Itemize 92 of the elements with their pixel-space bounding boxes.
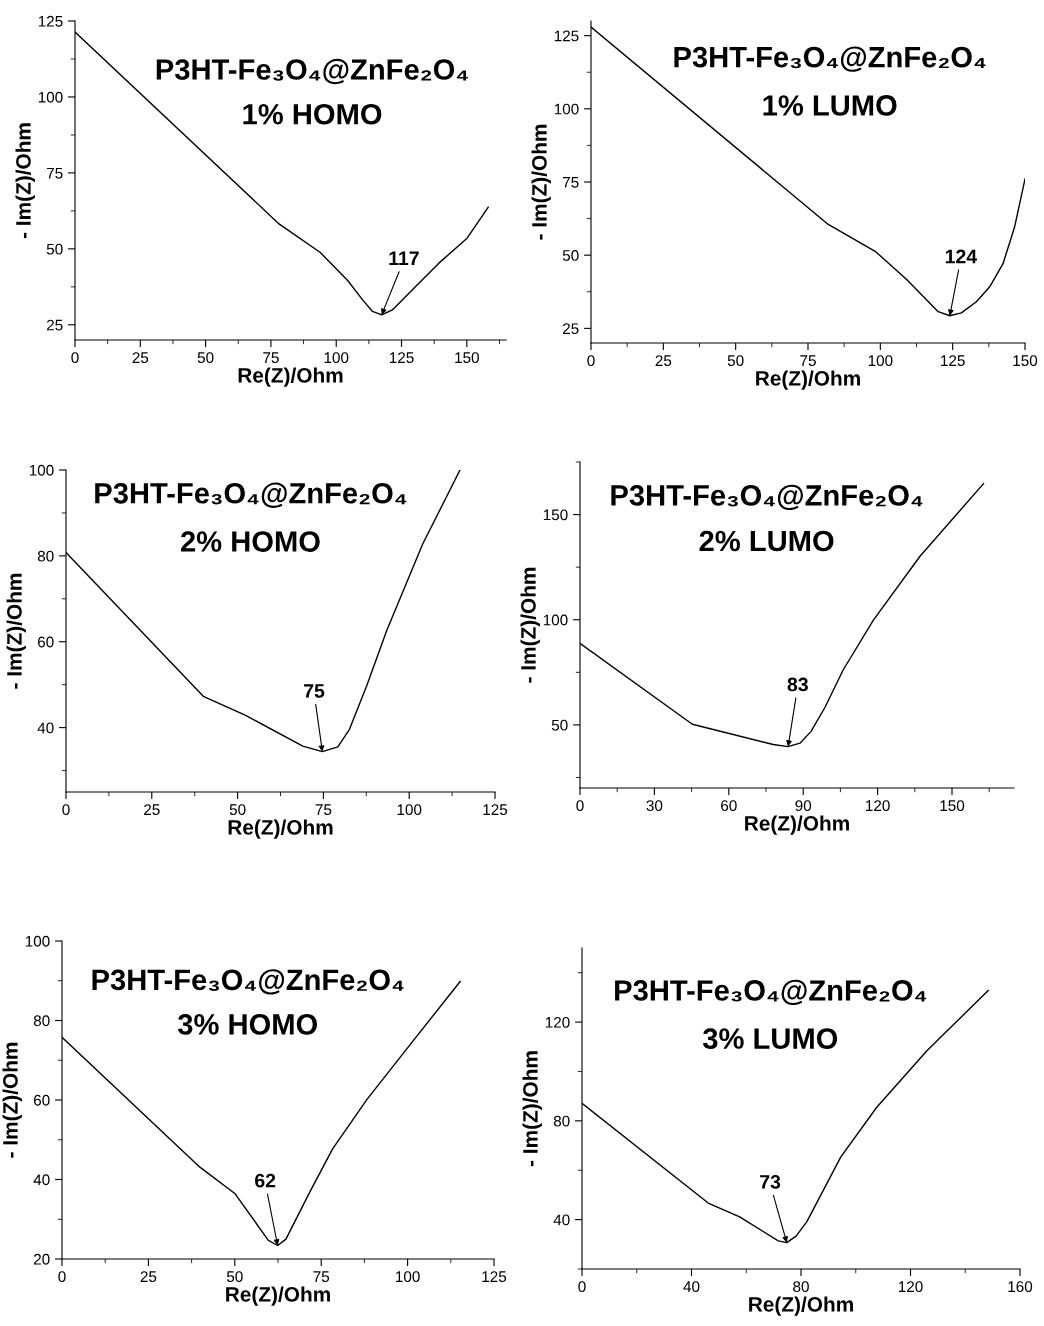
x-tick-label: 0 xyxy=(58,1271,66,1283)
x-tick-label: 125 xyxy=(389,352,414,364)
annotation: 83 xyxy=(787,677,808,692)
y-tick-label: 100 xyxy=(543,614,568,626)
x-tick-label: 50 xyxy=(727,355,744,367)
x-tick-label: 75 xyxy=(800,355,816,367)
x-tick-label: 25 xyxy=(140,1271,157,1283)
y-tick-label: 40 xyxy=(33,1174,50,1186)
x-tick-label: 120 xyxy=(866,800,890,812)
text: 1% HOMO xyxy=(243,103,382,125)
y-tick-label: 60 xyxy=(37,636,54,648)
y-tick-label: 75 xyxy=(46,167,63,179)
y-tick-label: 125 xyxy=(554,30,579,42)
x-tick-label: 50 xyxy=(197,352,214,364)
x-tick-label: 125 xyxy=(482,1271,507,1283)
x-tick-label: 50 xyxy=(226,1271,243,1283)
x-tick-label: 90 xyxy=(795,800,812,812)
x-tick-label: 60 xyxy=(721,800,737,812)
y-axis-title: - Im(Z)/Ohm xyxy=(522,1051,542,1167)
x-tick-label: 0 xyxy=(587,355,595,367)
text: 3% HOMO xyxy=(177,1014,318,1035)
x-tick-label: 25 xyxy=(655,355,672,367)
y-tick-label: 50 xyxy=(551,719,568,731)
x-tick-label: 50 xyxy=(229,804,246,816)
x-axis-title: Re(Z)/Ohm xyxy=(226,1286,330,1306)
x-tick-label: 0 xyxy=(71,352,79,364)
y-tick-label: 100 xyxy=(29,464,54,476)
y-tick-label: 120 xyxy=(545,1016,570,1028)
text: P3HT-Fe₃O₄@ZnFe₂O₄ xyxy=(156,58,468,85)
text: P3HT-Fe₃O₄@ZnFe₂O₄ xyxy=(615,979,927,1006)
y-axis-title: - Im(Z)/Ohm xyxy=(15,123,35,239)
y-tick-label: 25 xyxy=(562,323,579,335)
x-tick-label: 150 xyxy=(940,800,965,812)
y-axis-title: - Im(Z)/Ohm xyxy=(520,567,540,683)
y-tick-label: 150 xyxy=(543,509,568,521)
y-tick-label: 80 xyxy=(33,1015,50,1027)
x-tick-label: 40 xyxy=(683,1281,700,1293)
text: 3% LUMO xyxy=(702,1028,838,1049)
x-axis-title: Re(Z)/Ohm xyxy=(238,367,343,387)
annotation: 62 xyxy=(255,1173,276,1188)
text: P3HT-Fe₃O₄@ZnFe₂O₄ xyxy=(92,969,404,995)
x-tick-label: 125 xyxy=(483,804,508,816)
text: P3HT-Fe₃O₄@ZnFe₂O₄ xyxy=(674,46,986,72)
text: 2% HOMO xyxy=(180,531,320,552)
y-axis-title: - Im(Z)/Ohm xyxy=(531,124,551,240)
x-axis-title: Re(Z)/Ohm xyxy=(756,370,860,390)
x-tick-label: 25 xyxy=(132,352,149,364)
x-tick-label: 80 xyxy=(793,1281,809,1293)
chart-title: P3HT-Fe₃O₄@ZnFe₂O₄ xyxy=(95,482,407,508)
x-tick-label: 0 xyxy=(62,804,70,816)
x-tick-label: 100 xyxy=(868,355,893,367)
x-tick-label: 75 xyxy=(315,804,332,816)
x-tick-label: 30 xyxy=(646,800,663,812)
y-tick-label: 60 xyxy=(33,1094,50,1106)
y-tick-label: 125 xyxy=(38,15,63,27)
y-tick-label: 75 xyxy=(562,177,579,188)
x-tick-label: 120 xyxy=(898,1281,923,1293)
annotation: 124 xyxy=(945,249,977,264)
text: P3HT-Fe₃O₄@ZnFe₂O₄ xyxy=(611,484,923,511)
x-axis-title: Re(Z)/Ohm xyxy=(228,819,333,839)
x-tick-label: 160 xyxy=(1008,1281,1033,1293)
y-tick-label: 100 xyxy=(25,935,50,947)
y-tick-label: 40 xyxy=(37,722,54,734)
x-tick-label: 150 xyxy=(1013,355,1038,367)
y-tick-label: 40 xyxy=(553,1214,570,1226)
y-tick-label: 20 xyxy=(33,1253,50,1265)
x-tick-label: 75 xyxy=(313,1271,330,1283)
y-axis-title: - Im(Z)/Ohm xyxy=(6,573,26,689)
y-tick-label: 100 xyxy=(38,91,63,103)
y-tick-label: 80 xyxy=(553,1115,570,1127)
x-tick-label: 25 xyxy=(144,804,160,816)
x-tick-label: 0 xyxy=(578,1281,586,1293)
y-tick-label: 25 xyxy=(46,319,63,331)
x-tick-label: 75 xyxy=(263,352,279,364)
x-tick-label: 100 xyxy=(396,1271,420,1283)
x-tick-label: 0 xyxy=(576,800,584,812)
annotation: 117 xyxy=(389,251,419,265)
y-tick-label: 100 xyxy=(554,103,579,115)
annotation: 73 xyxy=(760,1174,781,1189)
y-tick-label: 50 xyxy=(46,243,63,255)
y-tick-label: 50 xyxy=(562,250,579,261)
text: 1% LUMO xyxy=(763,95,897,116)
x-tick-label: 125 xyxy=(941,355,965,367)
annotation: 75 xyxy=(304,684,325,698)
x-tick-label: 150 xyxy=(455,352,479,364)
x-axis-title: Re(Z)/Ohm xyxy=(749,1296,853,1316)
y-tick-label: 80 xyxy=(37,550,54,562)
x-axis-title: Re(Z)/Ohm xyxy=(745,815,849,835)
y-axis-title: - Im(Z)/Ohm xyxy=(2,1042,22,1158)
x-tick-label: 100 xyxy=(397,804,422,816)
x-tick-label: 100 xyxy=(324,352,349,364)
text: 2% LUMO xyxy=(699,530,834,552)
